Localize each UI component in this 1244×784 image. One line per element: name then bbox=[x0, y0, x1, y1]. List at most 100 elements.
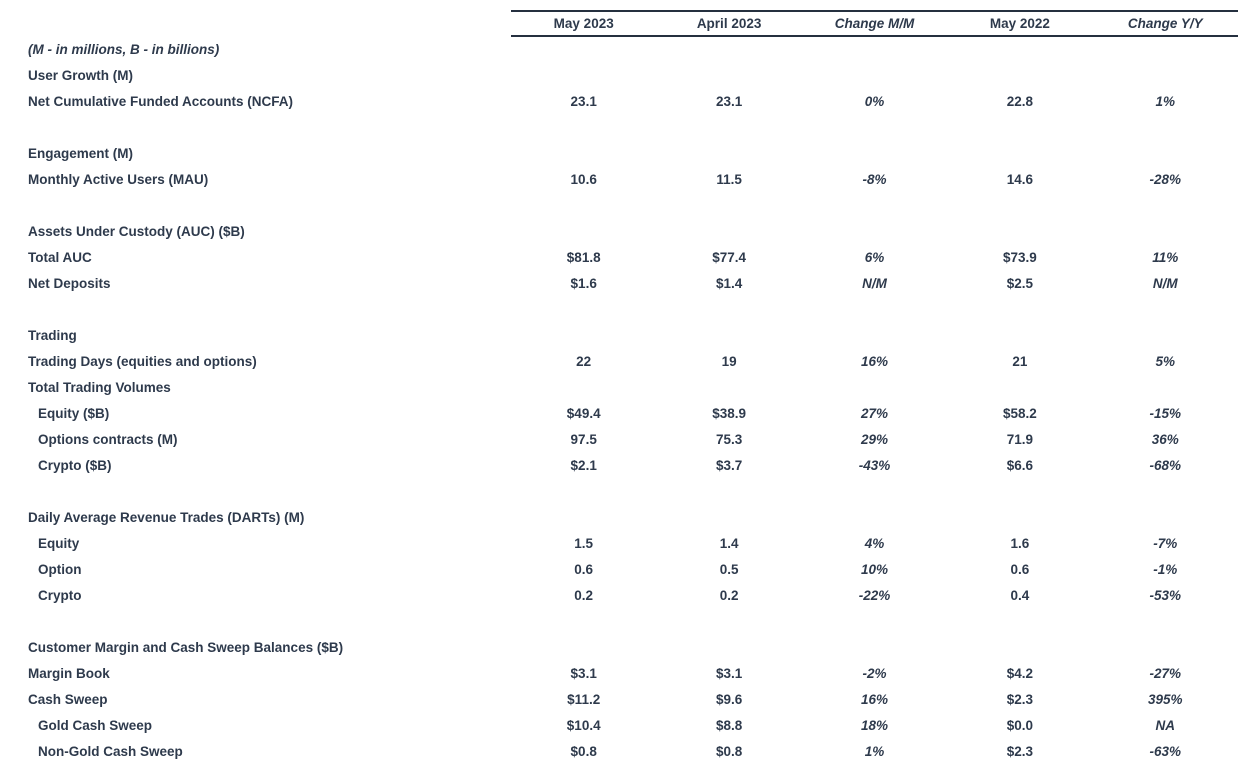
metric-label: Assets Under Custody (AUC) ($B) bbox=[28, 224, 245, 239]
value-change-yy: NA bbox=[1155, 718, 1176, 733]
value-change-mm: -43% bbox=[858, 458, 891, 473]
metric-label: Option bbox=[38, 562, 82, 577]
table-row: Margin Book $3.1 $3.1 -2% $4.2 -27% bbox=[28, 661, 1238, 687]
value-may-2022 bbox=[947, 375, 1092, 401]
value-change-yy bbox=[1093, 37, 1238, 63]
value-may-2022 bbox=[947, 323, 1092, 349]
value-may-2023: 1.5 bbox=[574, 536, 594, 551]
table-row: Gold Cash Sweep $10.4 $8.8 18% $0.0 NA bbox=[28, 713, 1238, 739]
table-row: Cash Sweep $11.2 $9.6 16% $2.3 395% bbox=[28, 687, 1238, 713]
value-may-2022 bbox=[947, 141, 1092, 167]
value-april-2023: 0.2 bbox=[719, 588, 739, 603]
value-change-mm: 16% bbox=[860, 692, 888, 707]
metric-label: Daily Average Revenue Trades (DARTs) (M) bbox=[28, 510, 305, 525]
value-april-2023: $38.9 bbox=[712, 406, 746, 421]
value-change-mm: N/M bbox=[862, 276, 887, 291]
value-change-mm: 10% bbox=[860, 562, 888, 577]
value-change-yy: 11% bbox=[1152, 250, 1179, 265]
table-row: Net Deposits $1.6 $1.4 N/M $2.5 N/M bbox=[28, 271, 1238, 297]
column-header-may-2023: May 2023 bbox=[553, 16, 614, 31]
value-may-2023: $81.8 bbox=[566, 250, 601, 265]
metric-label: Monthly Active Users (MAU) bbox=[28, 172, 209, 187]
value-april-2023: 11.5 bbox=[716, 172, 742, 187]
value-may-2023 bbox=[511, 219, 656, 245]
value-change-yy: 36% bbox=[1151, 432, 1179, 447]
table-row: Equity ($B) $49.4 $38.9 27% $58.2 -15% bbox=[28, 401, 1238, 427]
value-change-yy: -68% bbox=[1149, 458, 1182, 473]
value-change-yy: 5% bbox=[1155, 354, 1176, 369]
value-change-mm bbox=[802, 37, 947, 63]
value-april-2023: $77.4 bbox=[712, 250, 746, 265]
value-may-2023 bbox=[511, 37, 656, 63]
value-may-2022: 14.6 bbox=[1006, 172, 1033, 187]
metric-label: Equity bbox=[38, 536, 80, 551]
metric-label: Gold Cash Sweep bbox=[38, 718, 153, 733]
value-april-2023: $1.4 bbox=[715, 276, 743, 291]
value-april-2023 bbox=[656, 505, 801, 531]
value-may-2023: $11.2 bbox=[567, 692, 601, 707]
value-change-yy: 1% bbox=[1155, 94, 1176, 109]
value-may-2023: 0.2 bbox=[574, 588, 594, 603]
spacer-row bbox=[28, 479, 1238, 505]
value-may-2022: 71.9 bbox=[1006, 432, 1033, 447]
value-may-2023 bbox=[511, 63, 656, 89]
table-row: User Growth (M) bbox=[28, 63, 1238, 89]
value-change-mm: 16% bbox=[860, 354, 888, 369]
spacer-row bbox=[28, 193, 1238, 219]
value-april-2023: 19 bbox=[721, 354, 737, 369]
metric-label: Crypto ($B) bbox=[38, 458, 112, 473]
value-april-2023: $0.8 bbox=[715, 744, 743, 759]
table-row: Customer Margin and Cash Sweep Balances … bbox=[28, 635, 1238, 661]
value-may-2022 bbox=[947, 505, 1092, 531]
value-april-2023: $3.1 bbox=[715, 666, 743, 681]
table-row: Assets Under Custody (AUC) ($B) bbox=[28, 219, 1238, 245]
metric-label: Engagement (M) bbox=[28, 146, 134, 161]
header-label-spacer bbox=[28, 10, 511, 37]
value-may-2023 bbox=[511, 323, 656, 349]
value-may-2022: $58.2 bbox=[1002, 406, 1037, 421]
value-change-yy bbox=[1093, 505, 1238, 531]
header-columns: May 2023 April 2023 Change M/M May 2022 … bbox=[511, 10, 1238, 37]
table-row: Non-Gold Cash Sweep $0.8 $0.8 1% $2.3 -63% bbox=[28, 739, 1238, 765]
value-may-2022: $2.3 bbox=[1006, 744, 1033, 759]
spacer-row bbox=[28, 115, 1238, 141]
table-row: Monthly Active Users (MAU) 10.6 11.5 -8% 14.… bbox=[28, 167, 1238, 193]
value-change-yy bbox=[1093, 323, 1238, 349]
value-change-mm bbox=[802, 635, 947, 661]
value-may-2022: $6.6 bbox=[1006, 458, 1033, 473]
table-row: Net Cumulative Funded Accounts (NCFA) 23.… bbox=[28, 89, 1238, 115]
value-change-mm bbox=[802, 141, 947, 167]
value-change-yy: -53% bbox=[1149, 588, 1182, 603]
metric-label: Net Deposits bbox=[28, 276, 111, 291]
metric-label: Equity ($B) bbox=[38, 406, 110, 421]
metric-label: User Growth (M) bbox=[28, 68, 134, 83]
value-change-yy: -15% bbox=[1149, 406, 1182, 421]
value-may-2022: $2.5 bbox=[1006, 276, 1033, 291]
value-change-yy: -7% bbox=[1153, 536, 1178, 551]
column-header-april-2023: April 2023 bbox=[696, 16, 762, 31]
value-may-2023: 22 bbox=[576, 354, 592, 369]
value-may-2023: 23.1 bbox=[570, 94, 597, 109]
value-change-yy bbox=[1093, 141, 1238, 167]
value-april-2023: 75.3 bbox=[715, 432, 743, 447]
value-may-2022 bbox=[947, 63, 1092, 89]
value-change-mm bbox=[802, 323, 947, 349]
metric-label: Total AUC bbox=[28, 250, 92, 265]
table-row: Total AUC $81.8 $77.4 6% $73.9 11% bbox=[28, 245, 1238, 271]
table-row: Option 0.6 0.5 10% 0.6 -1% bbox=[28, 557, 1238, 583]
metric-label: Non-Gold Cash Sweep bbox=[38, 744, 183, 759]
value-change-mm bbox=[802, 505, 947, 531]
value-april-2023 bbox=[656, 141, 801, 167]
value-change-yy: -63% bbox=[1149, 744, 1182, 759]
value-change-mm: 18% bbox=[860, 718, 888, 733]
metric-label: Total Trading Volumes bbox=[28, 380, 171, 395]
value-april-2023: $3.7 bbox=[715, 458, 743, 473]
metric-label: Crypto bbox=[38, 588, 82, 603]
value-change-mm: -8% bbox=[862, 172, 887, 187]
value-change-mm bbox=[802, 63, 947, 89]
metric-label: Trading Days (equities and options) bbox=[28, 354, 257, 369]
table-row: Options contracts (M) 97.5 75.3 29% 71.9 36% bbox=[28, 427, 1238, 453]
value-may-2023 bbox=[511, 505, 656, 531]
value-change-mm: 27% bbox=[860, 406, 888, 421]
metric-label: Cash Sweep bbox=[28, 692, 108, 707]
